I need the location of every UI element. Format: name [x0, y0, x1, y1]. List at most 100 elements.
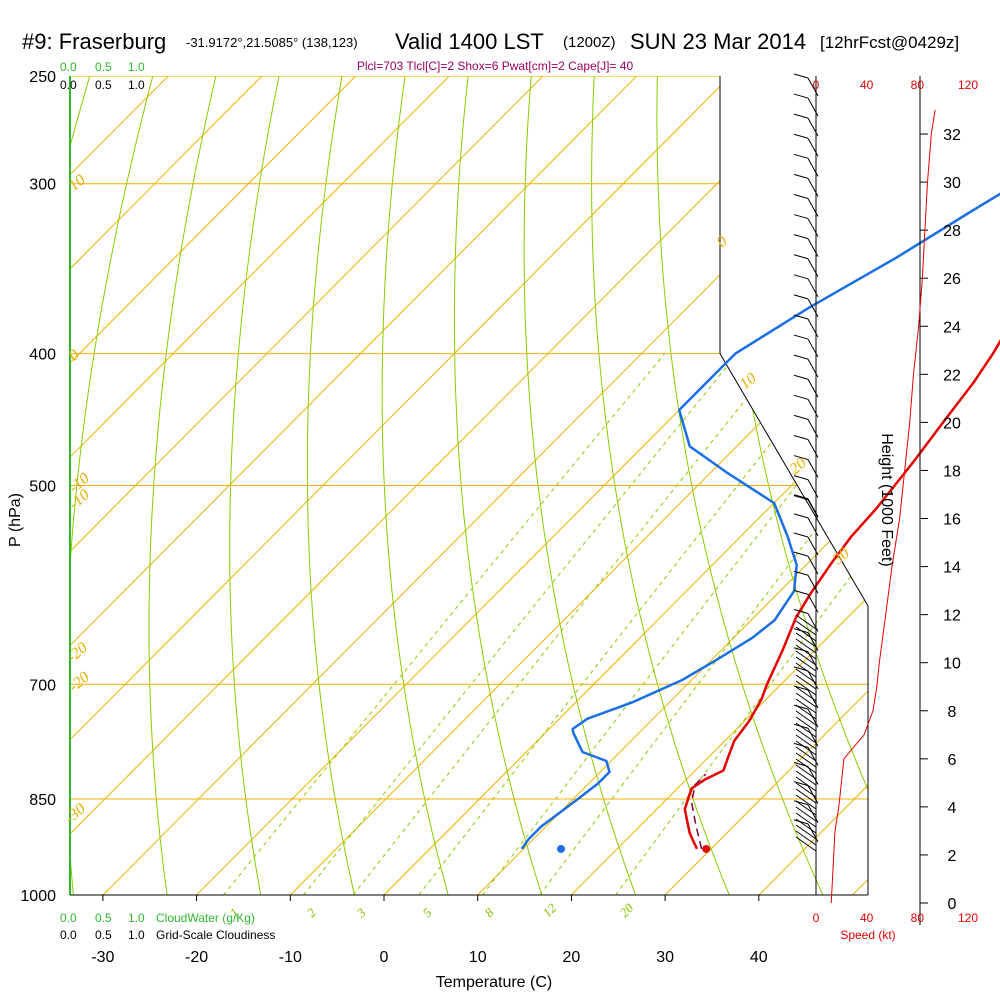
- wind-barb: [795, 752, 817, 768]
- dry-adiabat-line: [70, 76, 160, 895]
- wind-barb-flag: [793, 434, 809, 440]
- isotherm-line: [571, 76, 868, 895]
- dewpoint-line: [520, 192, 1000, 850]
- speed-tick-label: 0: [813, 78, 820, 92]
- mixing-ratio-line: [418, 353, 842, 895]
- mixing-ratio-label: 8: [482, 905, 498, 921]
- dry-adiabat-line: [381, 76, 457, 895]
- dry-adiabat-line: [306, 76, 362, 895]
- wind-barb-flag: [793, 647, 809, 653]
- chart-frame: [69, 76, 869, 896]
- wind-barb: [807, 594, 819, 613]
- wind-barb: [795, 770, 817, 786]
- isotherm-label: 30: [829, 545, 853, 569]
- height-tick-label: 2: [948, 848, 957, 865]
- height-tick-label: 10: [943, 656, 961, 673]
- wind-barb: [807, 708, 819, 728]
- dry-adiabat-line: [148, 76, 223, 895]
- mixing-ratio-label: 2: [304, 905, 320, 921]
- wind-barb: [807, 238, 819, 257]
- wind-barb: [807, 117, 819, 137]
- wind-barb: [807, 399, 819, 418]
- surface-temperature-marker: [702, 844, 711, 853]
- wind-barb: [795, 758, 817, 774]
- wind-barb: [807, 575, 819, 594]
- wind-barb: [807, 479, 819, 498]
- wind-barb-flag: [793, 551, 809, 557]
- temperature-tick-label: 10: [469, 949, 487, 966]
- wind-barb: [807, 419, 819, 438]
- wind-barb: [795, 632, 817, 648]
- cloudiness-scale-bottom-2: 1.0: [128, 928, 145, 942]
- wind-barb: [807, 804, 819, 823]
- speed-tick-label: 0: [813, 911, 820, 925]
- cloudiness-scale-top-2: 1.0: [128, 78, 145, 92]
- temperature-tick-label: 40: [750, 949, 768, 966]
- wind-barb: [795, 692, 817, 708]
- wind-barb: [795, 614, 817, 630]
- wind-barb: [807, 766, 819, 785]
- wind-barb: [795, 644, 817, 660]
- height-tick-label: 8: [948, 704, 957, 721]
- mixing-ratio-line: [352, 353, 783, 895]
- height-tick-label: 24: [943, 319, 961, 336]
- valid-time: Valid 1400 LST: [395, 29, 544, 54]
- wind-barb-flag: [793, 495, 809, 501]
- height-tick-label: 6: [948, 752, 957, 769]
- dry-adiabat-line: [453, 76, 552, 895]
- isotherm-line: [70, 76, 263, 895]
- speed-tick-label: 40: [860, 78, 874, 92]
- pressure-tick-label: 700: [29, 677, 56, 694]
- wind-barb-flag: [793, 494, 809, 500]
- wind-barb: [795, 722, 817, 738]
- temperature-tick-label: -20: [185, 949, 208, 966]
- wind-barb-flag: [793, 234, 809, 240]
- stability-indices: Plcl=703 Tlcl[C]=2 Shox=6 Pwat[cm]=2 Cap…: [357, 59, 634, 73]
- cloudwater-scale-top-1: 0.5: [95, 60, 112, 74]
- wind-barb: [795, 782, 817, 798]
- wind-barb: [795, 662, 817, 678]
- isotherm-label: 20: [787, 455, 810, 478]
- height-tick-label: 16: [943, 512, 961, 529]
- wind-barb: [795, 824, 817, 840]
- wind-barb-flag: [793, 274, 809, 280]
- sounding-profiles: [520, 192, 1000, 853]
- isotherm-label: 10: [737, 370, 760, 393]
- wind-barb-flag: [793, 354, 809, 360]
- cloudiness-label: Grid-Scale Cloudiness: [156, 928, 275, 942]
- dry-adiabat-line: [970, 52, 1000, 924]
- wind-barb-flag: [793, 532, 809, 538]
- height-tick-label: 20: [943, 415, 961, 432]
- height-tick-label: 26: [943, 271, 961, 288]
- wind-barb: [795, 740, 817, 756]
- wind-barb: [807, 138, 819, 157]
- wind-barb: [807, 358, 819, 378]
- pressure-tick-label: 500: [29, 479, 56, 496]
- wind-barb: [795, 734, 817, 750]
- wind-barb: [807, 77, 819, 97]
- y-axis-title: P (hPa): [7, 493, 24, 547]
- wind-barb: [795, 728, 817, 744]
- wind-barb-flag: [793, 394, 809, 400]
- wind-barb: [807, 318, 819, 338]
- cloudwater-scale-top-0: 0.0: [60, 60, 77, 74]
- pressure-tick-label: 250: [29, 69, 56, 86]
- mixing-ratio-label: 5: [420, 905, 436, 921]
- dry-adiabat-line: [591, 76, 742, 895]
- wind-barb: [807, 258, 819, 277]
- wind-barb-flag: [793, 113, 809, 119]
- pressure-tick-label: 300: [29, 177, 56, 194]
- wind-barb: [795, 776, 817, 792]
- speed-profile-line: [830, 109, 936, 904]
- wind-barb: [795, 686, 817, 702]
- wind-barb: [795, 806, 817, 822]
- speed-tick-label: 80: [911, 911, 925, 925]
- wind-barb: [807, 613, 819, 632]
- height-tick-label: 12: [943, 608, 961, 625]
- wind-barb-flag: [793, 513, 809, 519]
- wind-barb: [807, 198, 819, 217]
- wind-barb-flag: [793, 133, 809, 139]
- forecast-run: [12hrFcst@0429z]: [820, 33, 959, 52]
- wind-barb-flag: [793, 254, 809, 260]
